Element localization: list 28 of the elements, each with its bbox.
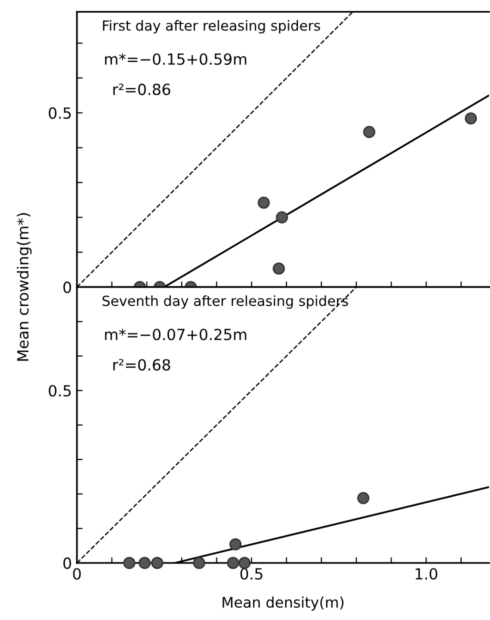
y-tick-label: 0 bbox=[63, 282, 72, 294]
annotation: r²=0.68 bbox=[113, 359, 170, 371]
text: Seventh day after releasing spiders bbox=[102, 295, 348, 309]
point bbox=[357, 492, 370, 504]
point bbox=[123, 556, 136, 570]
y-tick-label: 0.5 bbox=[48, 107, 71, 119]
point bbox=[276, 211, 288, 224]
x-tick-label: 1.0 bbox=[416, 568, 438, 580]
point bbox=[272, 262, 285, 275]
text: First day after releasing spiders bbox=[103, 20, 320, 34]
point bbox=[226, 556, 240, 570]
y-axis-title: Mean crowding(m*) bbox=[16, 213, 32, 361]
point bbox=[238, 556, 251, 570]
point bbox=[258, 196, 270, 209]
point bbox=[464, 112, 477, 124]
x-axis-title: Mean density(m) bbox=[222, 596, 344, 611]
point bbox=[138, 556, 151, 570]
x-tick-label: 0.5 bbox=[240, 568, 262, 580]
point bbox=[193, 556, 206, 570]
point bbox=[229, 538, 242, 550]
y-tick-label: 0 bbox=[63, 557, 72, 569]
x-tick-label: 0 bbox=[73, 568, 81, 580]
annotation: m*=−0.07+0.25m bbox=[105, 328, 246, 340]
annotation: m*=−0.15+0.59m bbox=[105, 53, 246, 65]
point bbox=[151, 556, 164, 570]
point bbox=[363, 126, 376, 138]
annotation: r²=0.86 bbox=[113, 84, 170, 96]
y-tick-label: 0.5 bbox=[48, 384, 71, 397]
